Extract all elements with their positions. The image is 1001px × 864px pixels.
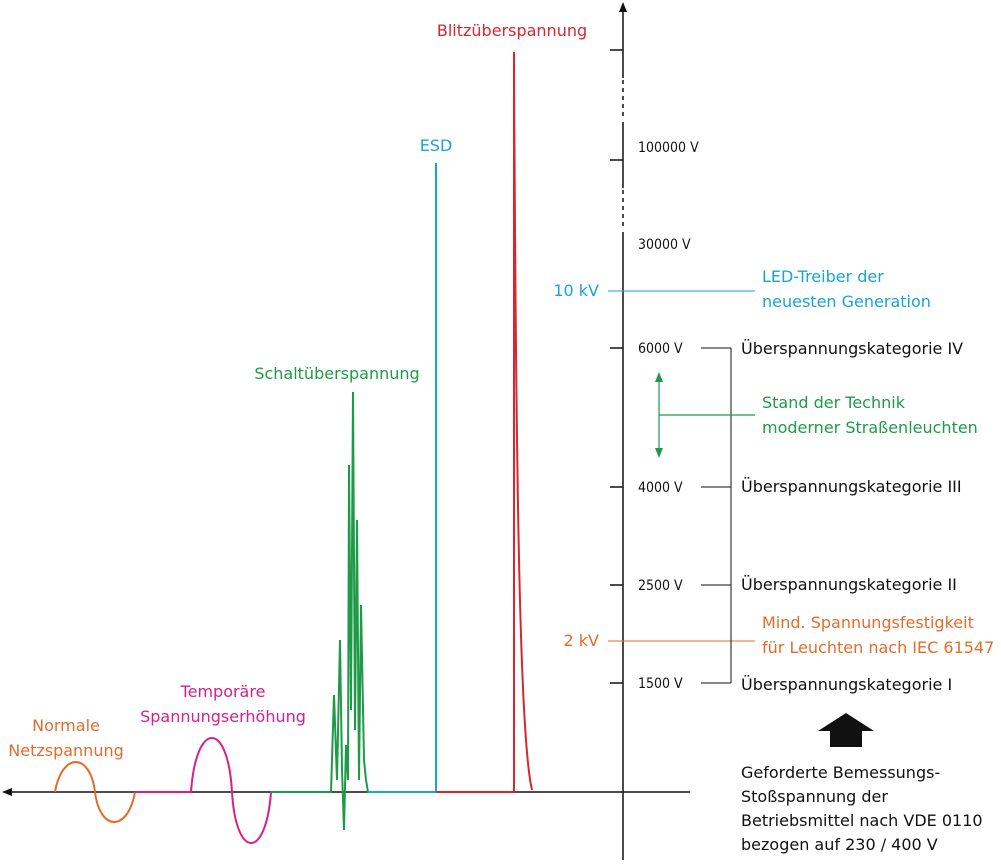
tick-label-2500: 2500 V bbox=[638, 578, 683, 594]
up-arrow-icon bbox=[818, 713, 874, 747]
axis-ticks bbox=[610, 49, 623, 684]
label-normal-voltage: Normale Netzspannung bbox=[8, 716, 124, 760]
down-arrowhead-icon bbox=[655, 448, 663, 458]
label-esd: ESD bbox=[420, 136, 453, 155]
tick-label-1500: 1500 V bbox=[638, 676, 683, 692]
up-arrowhead-icon bbox=[655, 372, 663, 382]
lightning-overvoltage-wave bbox=[436, 51, 533, 793]
normal-voltage-wave bbox=[54, 761, 136, 823]
switching-overvoltage-wave bbox=[271, 391, 436, 831]
tick-label-6000: 6000 V bbox=[638, 341, 683, 357]
led-driver-text: LED-Treiber der neuesten Generation bbox=[762, 267, 931, 311]
iec-text: Mind. Spannungsfestigkeit für Leuchten na… bbox=[762, 613, 994, 657]
category-bracket bbox=[701, 347, 732, 684]
label-lightning-overvoltage: Blitzüberspannung bbox=[437, 21, 587, 40]
tick-label-4000: 4000 V bbox=[638, 480, 683, 496]
label-switching-overvoltage: Schaltüberspannung bbox=[254, 364, 419, 383]
category-ii: Überspannungskategorie II bbox=[741, 575, 957, 594]
footnote-text: Geforderte Bemessungs-Stoßspannung der Be… bbox=[741, 763, 983, 854]
level-2kv: 2 kV bbox=[564, 631, 600, 650]
y-axis-arrow-icon bbox=[619, 2, 627, 12]
x-axis-arrow-icon bbox=[2, 788, 12, 796]
tick-label-30000: 30000 V bbox=[638, 237, 691, 253]
category-iii: Überspannungskategorie III bbox=[741, 477, 962, 496]
category-i: Überspannungskategorie I bbox=[741, 675, 952, 694]
tick-label-100000: 100000 V bbox=[638, 140, 699, 156]
category-iv: Überspannungskategorie IV bbox=[741, 339, 963, 358]
state-of-art-text: Stand der Technik moderner Straßenleuchte… bbox=[762, 393, 978, 437]
state-of-art-range bbox=[655, 372, 755, 458]
label-temporary-overvoltage: Temporäre Spannungserhöhung bbox=[140, 682, 306, 726]
temporary-overvoltage-wave bbox=[135, 737, 272, 844]
esd-wave bbox=[368, 163, 437, 793]
level-10kv: 10 kV bbox=[553, 281, 599, 300]
